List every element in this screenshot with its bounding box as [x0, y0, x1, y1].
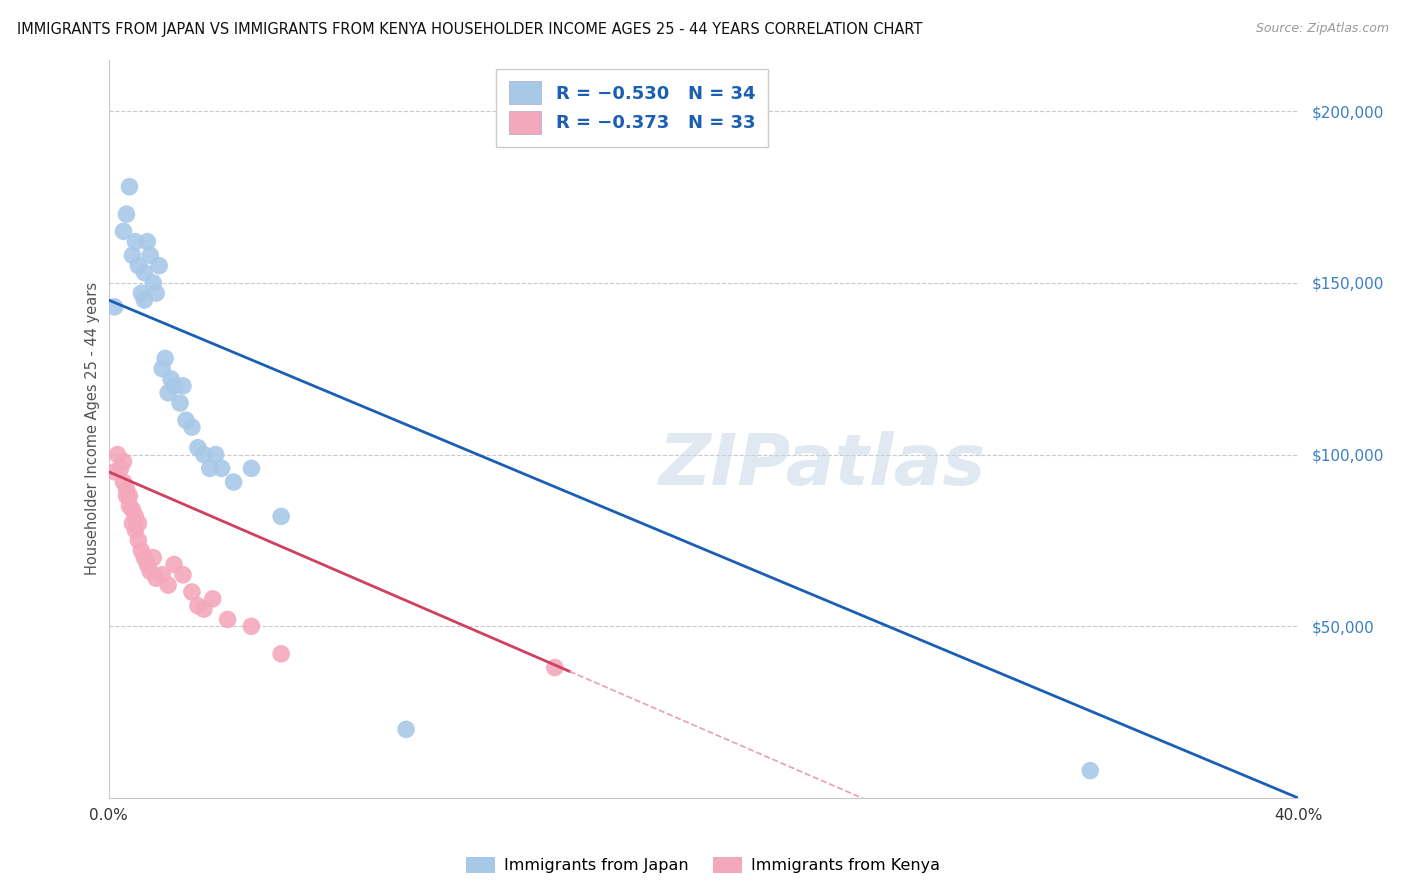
- Point: [174, 413, 197, 427]
- Legend: Immigrants from Japan, Immigrants from Kenya: Immigrants from Japan, Immigrants from K…: [460, 850, 946, 880]
- Point: [240, 619, 263, 633]
- Point: [180, 420, 202, 434]
- Point: [150, 567, 173, 582]
- Point: [121, 502, 143, 516]
- Text: ZIPatlas: ZIPatlas: [659, 431, 986, 500]
- Point: [169, 396, 191, 410]
- Point: [142, 550, 165, 565]
- Point: [187, 441, 209, 455]
- Point: [217, 612, 239, 626]
- Point: [127, 516, 149, 531]
- Point: [131, 543, 153, 558]
- Point: [270, 647, 292, 661]
- Point: [115, 489, 138, 503]
- Point: [134, 266, 156, 280]
- Point: [118, 179, 141, 194]
- Text: IMMIGRANTS FROM JAPAN VS IMMIGRANTS FROM KENYA HOUSEHOLDER INCOME AGES 25 - 44 Y: IMMIGRANTS FROM JAPAN VS IMMIGRANTS FROM…: [17, 22, 922, 37]
- Legend: R = −0.530   N = 34, R = −0.373   N = 33: R = −0.530 N = 34, R = −0.373 N = 33: [496, 69, 768, 146]
- Point: [121, 516, 143, 531]
- Point: [136, 558, 159, 572]
- Point: [124, 509, 146, 524]
- Point: [118, 499, 141, 513]
- Point: [103, 465, 125, 479]
- Point: [107, 448, 129, 462]
- Point: [127, 259, 149, 273]
- Point: [163, 558, 186, 572]
- Point: [121, 248, 143, 262]
- Point: [112, 454, 135, 468]
- Point: [134, 550, 156, 565]
- Point: [124, 523, 146, 537]
- Point: [112, 475, 135, 489]
- Point: [136, 235, 159, 249]
- Point: [150, 361, 173, 376]
- Text: Source: ZipAtlas.com: Source: ZipAtlas.com: [1256, 22, 1389, 36]
- Point: [139, 248, 162, 262]
- Point: [172, 379, 194, 393]
- Point: [222, 475, 245, 489]
- Point: [103, 300, 125, 314]
- Point: [160, 372, 183, 386]
- Point: [544, 660, 567, 674]
- Point: [270, 509, 292, 524]
- Point: [124, 235, 146, 249]
- Point: [180, 585, 202, 599]
- Point: [201, 591, 224, 606]
- Point: [131, 286, 153, 301]
- Point: [193, 602, 215, 616]
- Point: [1078, 764, 1101, 778]
- Point: [115, 207, 138, 221]
- Point: [193, 448, 215, 462]
- Point: [157, 385, 180, 400]
- Point: [153, 351, 176, 366]
- Point: [115, 482, 138, 496]
- Point: [204, 448, 226, 462]
- Point: [110, 461, 132, 475]
- Point: [145, 286, 167, 301]
- Point: [198, 461, 221, 475]
- Point: [211, 461, 233, 475]
- Point: [172, 567, 194, 582]
- Point: [118, 489, 141, 503]
- Point: [187, 599, 209, 613]
- Point: [139, 565, 162, 579]
- Point: [157, 578, 180, 592]
- Point: [145, 571, 167, 585]
- Point: [134, 293, 156, 307]
- Point: [148, 259, 170, 273]
- Point: [240, 461, 263, 475]
- Point: [163, 379, 186, 393]
- Point: [395, 723, 418, 737]
- Point: [112, 224, 135, 238]
- Point: [142, 276, 165, 290]
- Point: [127, 533, 149, 548]
- Y-axis label: Householder Income Ages 25 - 44 years: Householder Income Ages 25 - 44 years: [86, 282, 100, 575]
